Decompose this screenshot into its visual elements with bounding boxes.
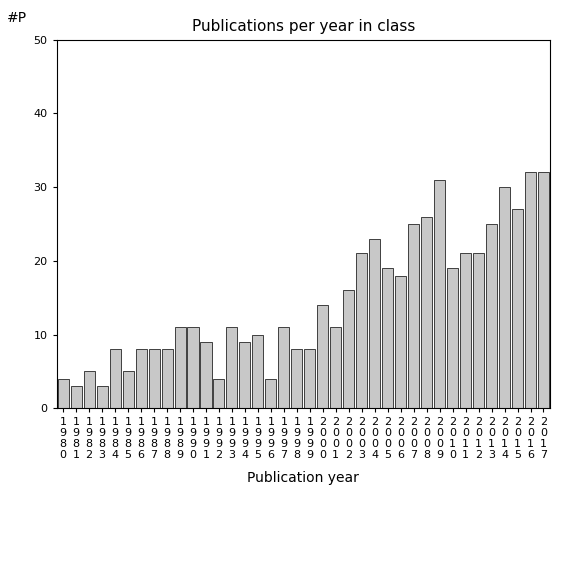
Bar (84, 371, 95, 408)
Bar (149, 349, 159, 408)
X-axis label: Publication year: Publication year (247, 471, 359, 485)
Bar (213, 379, 225, 408)
Bar (188, 327, 198, 408)
Bar (201, 342, 211, 408)
Bar (71, 386, 82, 408)
Bar (512, 209, 523, 408)
Bar (109, 349, 121, 408)
Bar (252, 335, 264, 408)
Bar (434, 180, 445, 408)
Bar (278, 327, 289, 408)
Text: #P: #P (7, 11, 27, 25)
Bar (447, 268, 458, 408)
Bar (58, 379, 69, 408)
Bar (395, 276, 406, 408)
Bar (343, 290, 354, 408)
Bar (356, 253, 367, 408)
Bar (369, 239, 380, 408)
Bar (304, 349, 315, 408)
Bar (136, 349, 147, 408)
Bar (525, 172, 536, 408)
Bar (226, 327, 238, 408)
Bar (499, 187, 510, 408)
Bar (421, 217, 432, 408)
Bar (175, 327, 185, 408)
Bar (291, 349, 302, 408)
Title: Publications per year in class: Publications per year in class (192, 19, 415, 35)
Bar (96, 386, 108, 408)
Bar (265, 379, 276, 408)
Bar (486, 224, 497, 408)
Bar (460, 253, 471, 408)
Bar (382, 268, 393, 408)
Bar (318, 305, 328, 408)
Bar (473, 253, 484, 408)
Bar (331, 327, 341, 408)
Bar (122, 371, 134, 408)
Bar (538, 172, 549, 408)
Bar (162, 349, 172, 408)
Bar (239, 342, 251, 408)
Bar (408, 224, 419, 408)
